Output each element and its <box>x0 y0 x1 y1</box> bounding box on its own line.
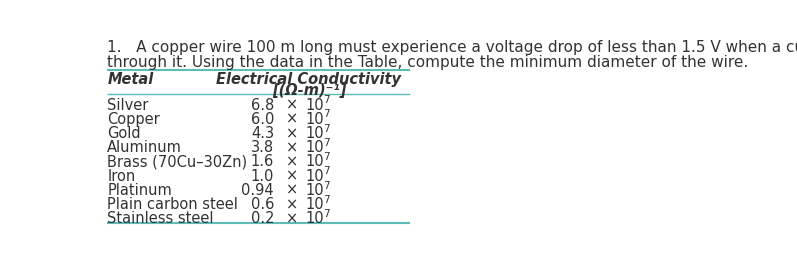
Text: 6.8: 6.8 <box>251 97 274 113</box>
Text: 1.6: 1.6 <box>251 155 274 169</box>
Text: ×: × <box>285 112 298 127</box>
Text: ×: × <box>285 140 298 155</box>
Text: 0.2: 0.2 <box>250 211 274 227</box>
Text: Copper: Copper <box>108 112 160 127</box>
Text: Gold: Gold <box>108 126 141 141</box>
Text: 4.3: 4.3 <box>251 126 274 141</box>
Text: 7: 7 <box>323 152 329 162</box>
Text: Stainless steel: Stainless steel <box>108 211 214 227</box>
Text: ×: × <box>285 211 298 227</box>
Text: ×: × <box>285 197 298 212</box>
Text: 10: 10 <box>305 155 324 169</box>
Text: 7: 7 <box>323 166 329 176</box>
Text: 0.94: 0.94 <box>241 183 274 198</box>
Text: 10: 10 <box>305 183 324 198</box>
Text: ×: × <box>285 126 298 141</box>
Text: 7: 7 <box>323 124 329 134</box>
Text: Silver: Silver <box>108 97 149 113</box>
Text: ×: × <box>285 155 298 169</box>
Text: 7: 7 <box>323 109 329 120</box>
Text: 10: 10 <box>305 112 324 127</box>
Text: Plain carbon steel: Plain carbon steel <box>108 197 238 212</box>
Text: 10: 10 <box>305 211 324 227</box>
Text: [(Ω-m)⁻¹]: [(Ω-m)⁻¹] <box>272 83 346 98</box>
Text: Metal: Metal <box>108 72 154 87</box>
Text: Aluminum: Aluminum <box>108 140 183 155</box>
Text: through it. Using the data in the Table, compute the minimum diameter of the wir: through it. Using the data in the Table,… <box>108 55 748 70</box>
Text: Iron: Iron <box>108 169 135 184</box>
Text: 10: 10 <box>305 126 324 141</box>
Text: 10: 10 <box>305 169 324 184</box>
Text: 7: 7 <box>323 181 329 191</box>
Text: 6.0: 6.0 <box>250 112 274 127</box>
Text: 1.0: 1.0 <box>250 169 274 184</box>
Text: ×: × <box>285 183 298 198</box>
Text: ×: × <box>285 169 298 184</box>
Text: 7: 7 <box>323 209 329 219</box>
Text: 7: 7 <box>323 95 329 105</box>
Text: 0.6: 0.6 <box>250 197 274 212</box>
Text: Brass (70Cu–30Zn): Brass (70Cu–30Zn) <box>108 155 248 169</box>
Text: 10: 10 <box>305 140 324 155</box>
Text: 7: 7 <box>323 138 329 148</box>
Text: 10: 10 <box>305 197 324 212</box>
Text: ×: × <box>285 97 298 113</box>
Text: 10: 10 <box>305 97 324 113</box>
Text: 3.8: 3.8 <box>251 140 274 155</box>
Text: 7: 7 <box>323 195 329 205</box>
Text: Platinum: Platinum <box>108 183 172 198</box>
Text: Electrical Conductivity: Electrical Conductivity <box>216 72 402 87</box>
Text: 1.   A copper wire 100 m long must experience a voltage drop of less than 1.5 V : 1. A copper wire 100 m long must experie… <box>108 40 797 55</box>
